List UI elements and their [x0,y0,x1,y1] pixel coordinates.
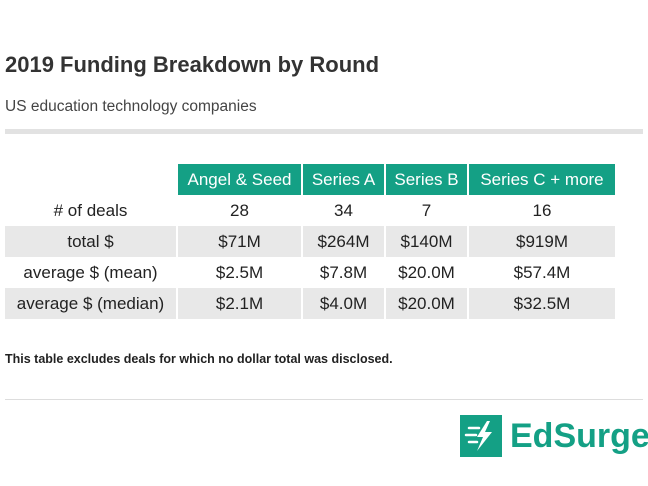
table-cell: $919M [469,226,615,257]
row-label-deals: # of deals [5,195,178,226]
table-header-row: Angel & Seed Series A Series B Series C … [5,164,615,195]
header-divider [5,129,643,134]
column-header-angel-seed: Angel & Seed [178,164,303,195]
lightning-bolt-icon [460,415,502,457]
table-row-total: total $ $71M $264M $140M $919M [5,226,615,257]
table-cell: $20.0M [386,288,469,319]
table-cell: 34 [303,195,386,226]
column-header-series-a: Series A [303,164,386,195]
table-cell: $4.0M [303,288,386,319]
chart-title: 2019 Funding Breakdown by Round [5,52,380,77]
table-row-mean: average $ (mean) $2.5M $7.8M $20.0M $57.… [5,257,615,288]
table-cell: $7.8M [303,257,386,288]
table-cell: $2.5M [178,257,303,288]
table-row-median: average $ (median) $2.1M $4.0M $20.0M $3… [5,288,615,319]
table-cell: $140M [386,226,469,257]
row-label-mean: average $ (mean) [5,257,178,288]
table-cell: $20.0M [386,257,469,288]
table-cell: 16 [532,200,552,220]
edsurge-logo: EdSurge [460,415,648,457]
logo-wordmark: EdSurge [510,417,648,455]
chart-subtitle: US education technology companies [5,98,257,115]
table-row-deals: # of deals 28 34 7 16 [5,195,615,226]
table-corner-cell [5,164,178,195]
table-cell: $264M [303,226,386,257]
table-footnote: This table excludes deals for which no d… [5,352,393,366]
row-label-median: average $ (median) [5,288,178,319]
table-cell: 28 [178,195,303,226]
table-cell: $57.4M [513,262,571,282]
table-cell: $32.5M [469,288,615,319]
footer-divider [5,399,643,400]
table-cell: $71M [178,226,303,257]
funding-table: Angel & Seed Series A Series B Series C … [5,164,615,319]
table-cell: 7 [386,195,469,226]
table-cell: $2.1M [178,288,303,319]
column-header-series-c-more: Series C + more [469,164,615,195]
row-label-total: total $ [5,226,178,257]
column-header-series-b: Series B [386,164,469,195]
